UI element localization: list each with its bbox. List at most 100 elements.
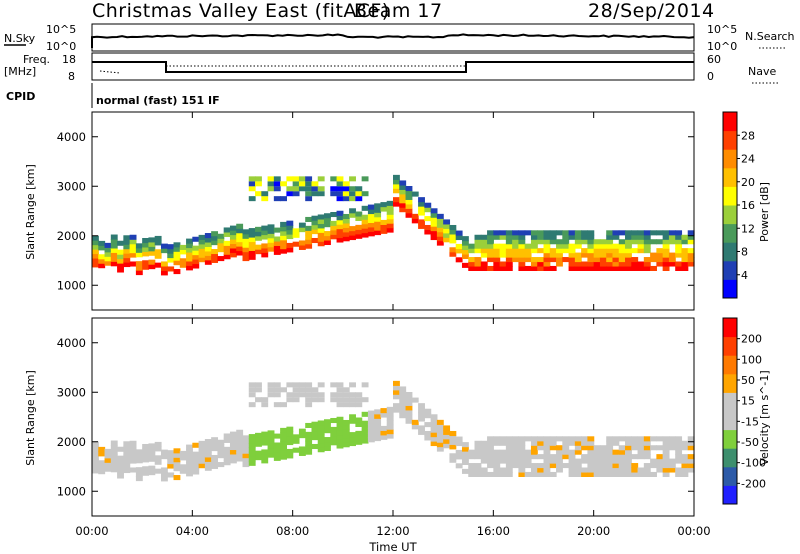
velocity-cell bbox=[637, 436, 645, 442]
velocity-cell bbox=[650, 445, 657, 451]
velocity-colorbar-swatch bbox=[723, 429, 737, 449]
velocity-cell bbox=[681, 454, 689, 460]
velocity-cell bbox=[342, 397, 350, 403]
power-cell bbox=[430, 235, 438, 241]
power-cell bbox=[399, 193, 407, 199]
power-cell bbox=[142, 246, 150, 252]
power-cell bbox=[110, 234, 118, 240]
power-cell bbox=[154, 240, 162, 246]
power-cell bbox=[524, 248, 532, 254]
power-cell bbox=[355, 224, 363, 230]
power-cell bbox=[436, 227, 444, 233]
power-cell bbox=[493, 234, 501, 240]
velocity-cell bbox=[104, 466, 112, 472]
power-colorbar-swatch bbox=[723, 130, 737, 150]
velocity-cell bbox=[311, 387, 319, 393]
power-cell bbox=[160, 270, 168, 276]
velocity-cell bbox=[98, 464, 106, 470]
velocity-cell bbox=[405, 405, 413, 411]
figure-title: Christmas Valley East (fitACF) bbox=[92, 0, 390, 22]
power-cell bbox=[204, 241, 212, 247]
power-cell bbox=[261, 247, 269, 253]
velocity-cell bbox=[436, 424, 444, 430]
power-cell bbox=[637, 234, 645, 240]
velocity-cell bbox=[430, 432, 438, 438]
velocity-cell bbox=[549, 458, 557, 464]
power-cell bbox=[405, 208, 413, 214]
power-cell bbox=[92, 244, 99, 250]
power-cell bbox=[650, 257, 657, 263]
velocity-cell bbox=[455, 454, 463, 460]
velocity-cell bbox=[217, 444, 225, 450]
power-cell bbox=[173, 242, 181, 248]
velocity-cell bbox=[543, 463, 551, 469]
velocity-cell bbox=[135, 453, 143, 459]
velocity-cell bbox=[236, 447, 244, 453]
velocity-cell bbox=[298, 433, 306, 439]
velocity-cell bbox=[248, 382, 256, 388]
power-cell bbox=[261, 252, 269, 258]
velocity-cell bbox=[530, 445, 538, 451]
velocity-cell bbox=[349, 402, 356, 408]
velocity-cell bbox=[449, 453, 457, 459]
power-cell bbox=[574, 243, 582, 249]
power-cell bbox=[637, 239, 645, 245]
power-cell bbox=[92, 249, 99, 255]
power-cell bbox=[455, 248, 463, 254]
velocity-cell bbox=[336, 387, 344, 393]
power-cell bbox=[211, 248, 219, 255]
power-colorbar-swatch bbox=[723, 223, 737, 243]
velocity-cell bbox=[393, 403, 400, 409]
velocity-colorbar-tick-label: -200 bbox=[741, 477, 766, 490]
power-cell bbox=[374, 203, 382, 209]
velocity-cell bbox=[248, 456, 256, 462]
freq-line bbox=[92, 61, 694, 73]
velocity-cell bbox=[524, 436, 532, 442]
velocity-cell bbox=[311, 443, 319, 450]
velocity-cell bbox=[242, 439, 250, 445]
power-cell bbox=[324, 239, 331, 246]
power-cell bbox=[568, 248, 576, 254]
power-cell bbox=[668, 252, 676, 258]
velocity-cell bbox=[167, 472, 175, 478]
velocity-cell bbox=[129, 458, 137, 464]
power-cell bbox=[204, 237, 212, 243]
velocity-cell bbox=[298, 428, 306, 434]
velocity-cell bbox=[330, 417, 338, 424]
velocity-cell bbox=[336, 382, 344, 388]
power-cell bbox=[480, 243, 488, 249]
velocity-cell bbox=[129, 440, 137, 446]
power-cell bbox=[211, 253, 219, 259]
power-cell bbox=[556, 243, 563, 249]
velocity-cell bbox=[317, 420, 325, 426]
velocity-cell bbox=[468, 454, 476, 460]
power-cell bbox=[681, 248, 689, 254]
velocity-cell bbox=[524, 454, 532, 460]
power-cell bbox=[255, 235, 262, 241]
velocity-cell bbox=[587, 449, 595, 455]
velocity-cell bbox=[418, 407, 425, 413]
velocity-cell bbox=[568, 449, 576, 455]
power-cell bbox=[568, 261, 576, 267]
velocity-cell bbox=[681, 445, 689, 451]
power-cell bbox=[110, 243, 118, 249]
velocity-cell bbox=[612, 463, 620, 469]
freq-top-tick: 18 bbox=[62, 53, 76, 66]
velocity-cell bbox=[135, 467, 143, 473]
power-cell bbox=[461, 240, 469, 246]
velocity-cell bbox=[468, 471, 476, 477]
power-cell bbox=[556, 257, 563, 263]
power-cell bbox=[273, 227, 281, 233]
velocity-cell bbox=[625, 467, 632, 473]
power-cell bbox=[631, 234, 639, 240]
power-cell bbox=[618, 239, 626, 245]
velocity-cell bbox=[223, 446, 231, 452]
power-cell bbox=[643, 248, 651, 254]
nsky-bottom-tick: 10^0 bbox=[46, 40, 76, 53]
xtick-label: 00:00 bbox=[75, 524, 108, 538]
power-cell bbox=[248, 176, 256, 182]
power-cell bbox=[687, 234, 695, 240]
velocity-cell bbox=[129, 454, 137, 460]
power-cell bbox=[110, 252, 118, 258]
power-cell bbox=[292, 232, 300, 238]
